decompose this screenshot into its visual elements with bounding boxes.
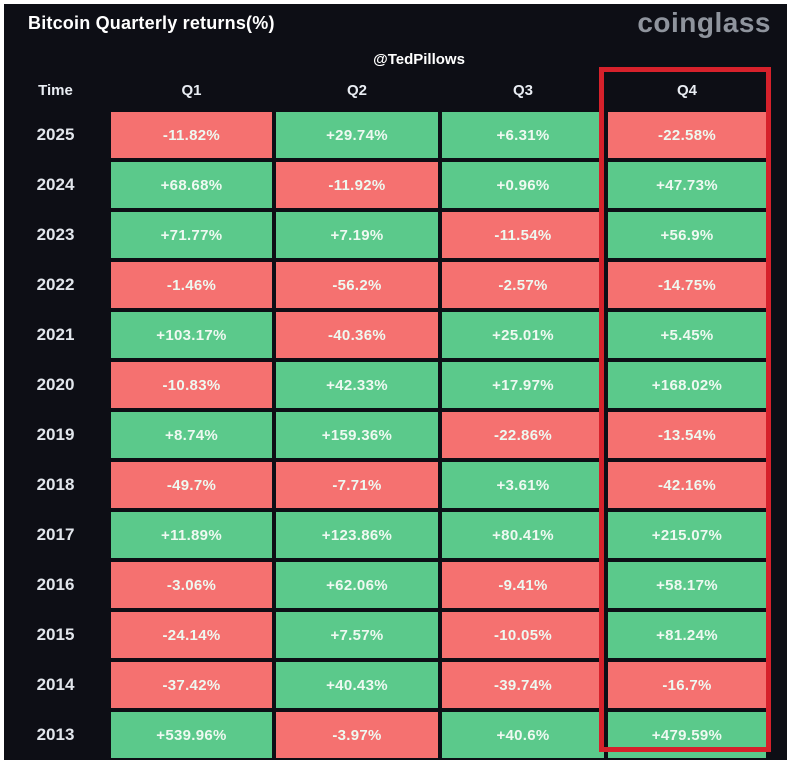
year-label-2020: 2020 bbox=[36, 375, 75, 394]
return-cell-2021-q3: +25.01% bbox=[442, 312, 604, 358]
return-cell-2025-q2: +29.74% bbox=[276, 112, 438, 158]
return-cell-2021-q2: -40.36% bbox=[276, 312, 438, 358]
return-cell-2017-q3: +80.41% bbox=[442, 512, 604, 558]
year-label-2022: 2022 bbox=[36, 275, 75, 294]
year-label-2025: 2025 bbox=[36, 125, 75, 144]
column-header-time: Time bbox=[38, 81, 73, 99]
column-header-q2: Q2 bbox=[346, 81, 367, 99]
return-cell-2016-q3: -9.41% bbox=[442, 562, 604, 608]
return-cell-2017-q2: +123.86% bbox=[276, 512, 438, 558]
year-label-2019: 2019 bbox=[36, 425, 75, 444]
top-bar: Bitcoin Quarterly returns(%) coinglass bbox=[4, 4, 787, 48]
return-cell-2013-q4: +479.59% bbox=[608, 712, 766, 758]
page-title: Bitcoin Quarterly returns(%) bbox=[28, 13, 275, 33]
year-label-2017: 2017 bbox=[36, 525, 75, 544]
return-cell-2015-q4: +81.24% bbox=[608, 612, 766, 658]
return-cell-2014-q4: -16.7% bbox=[608, 662, 766, 708]
return-cell-2022-q4: -14.75% bbox=[608, 262, 766, 308]
year-label-2016: 2016 bbox=[36, 575, 75, 594]
return-cell-2024-q1: +68.68% bbox=[111, 162, 272, 208]
return-cell-2021-q1: +103.17% bbox=[111, 312, 272, 358]
return-cell-2025-q4: -22.58% bbox=[608, 112, 766, 158]
return-cell-2015-q2: +7.57% bbox=[276, 612, 438, 658]
column-header-q1: Q1 bbox=[181, 81, 202, 99]
return-cell-2013-q1: +539.96% bbox=[111, 712, 272, 758]
return-cell-2022-q1: -1.46% bbox=[111, 262, 272, 308]
return-cell-2016-q1: -3.06% bbox=[111, 562, 272, 608]
attribution-handle: @TedPillows bbox=[373, 51, 465, 68]
return-cell-2019-q2: +159.36% bbox=[276, 412, 438, 458]
year-label-2023: 2023 bbox=[36, 225, 75, 244]
year-label-2018: 2018 bbox=[36, 475, 75, 494]
year-label-2021: 2021 bbox=[36, 325, 75, 344]
return-cell-2025-q1: -11.82% bbox=[111, 112, 272, 158]
year-label-2015: 2015 bbox=[36, 625, 75, 644]
return-cell-2017-q1: +11.89% bbox=[111, 512, 272, 558]
return-cell-2019-q4: -13.54% bbox=[608, 412, 766, 458]
return-cell-2016-q2: +62.06% bbox=[276, 562, 438, 608]
return-cell-2020-q2: +42.33% bbox=[276, 362, 438, 408]
column-header-q4: Q4 bbox=[676, 81, 697, 99]
return-cell-2019-q3: -22.86% bbox=[442, 412, 604, 458]
return-cell-2024-q4: +47.73% bbox=[608, 162, 766, 208]
year-label-2014: 2014 bbox=[36, 675, 75, 694]
return-cell-2024-q3: +0.96% bbox=[442, 162, 604, 208]
return-cell-2014-q1: -37.42% bbox=[111, 662, 272, 708]
return-cell-2018-q1: -49.7% bbox=[111, 462, 272, 508]
return-cell-2014-q2: +40.43% bbox=[276, 662, 438, 708]
return-cell-2013-q2: -3.97% bbox=[276, 712, 438, 758]
return-cell-2021-q4: +5.45% bbox=[608, 312, 766, 358]
column-header-q3: Q3 bbox=[512, 81, 533, 99]
return-cell-2024-q2: -11.92% bbox=[276, 162, 438, 208]
return-cell-2015-q3: -10.05% bbox=[442, 612, 604, 658]
return-cell-2018-q3: +3.61% bbox=[442, 462, 604, 508]
return-cell-2014-q3: -39.74% bbox=[442, 662, 604, 708]
return-cell-2023-q4: +56.9% bbox=[608, 212, 766, 258]
table-header-row: Time Q1 Q2 Q3 Q4 bbox=[4, 72, 766, 108]
year-label-2024: 2024 bbox=[36, 175, 75, 194]
return-cell-2022-q3: -2.57% bbox=[442, 262, 604, 308]
returns-table-panel: Bitcoin Quarterly returns(%) coinglass @… bbox=[4, 4, 787, 760]
returns-table: 2025 -11.82% +29.74% +6.31% -22.58% 2024 +68.6… bbox=[4, 112, 766, 758]
return-cell-2015-q1: -24.14% bbox=[111, 612, 272, 658]
return-cell-2023-q3: -11.54% bbox=[442, 212, 604, 258]
return-cell-2016-q4: +58.17% bbox=[608, 562, 766, 608]
return-cell-2025-q3: +6.31% bbox=[442, 112, 604, 158]
year-label-2013: 2013 bbox=[36, 725, 75, 744]
return-cell-2019-q1: +8.74% bbox=[111, 412, 272, 458]
return-cell-2013-q3: +40.6% bbox=[442, 712, 604, 758]
return-cell-2020-q4: +168.02% bbox=[608, 362, 766, 408]
return-cell-2023-q1: +71.77% bbox=[111, 212, 272, 258]
return-cell-2018-q2: -7.71% bbox=[276, 462, 438, 508]
return-cell-2023-q2: +7.19% bbox=[276, 212, 438, 258]
return-cell-2018-q4: -42.16% bbox=[608, 462, 766, 508]
return-cell-2022-q2: -56.2% bbox=[276, 262, 438, 308]
return-cell-2017-q4: +215.07% bbox=[608, 512, 766, 558]
return-cell-2020-q1: -10.83% bbox=[111, 362, 272, 408]
return-cell-2020-q3: +17.97% bbox=[442, 362, 604, 408]
coinglass-logo: coinglass bbox=[637, 7, 771, 38]
